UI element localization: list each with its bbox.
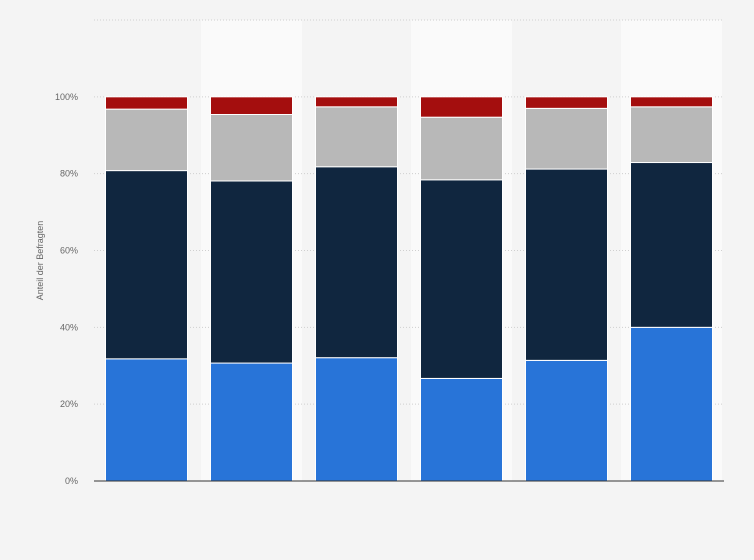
- bar-segment-series-1-col-4[interactable]: [420, 377, 503, 482]
- y-tick-label: 40%: [60, 322, 78, 332]
- bar-segment-series-1-col-3[interactable]: [315, 357, 398, 482]
- bar-segment-series-3-col-1[interactable]: [105, 108, 188, 172]
- bar-segment-series-2-col-4[interactable]: [420, 179, 503, 379]
- bar-segment-series-2-col-5[interactable]: [525, 168, 608, 361]
- y-tick-label: 100%: [55, 92, 78, 102]
- bar-segment-series-3-col-4[interactable]: [420, 116, 503, 181]
- bar-segment-series-1-col-5[interactable]: [525, 359, 608, 482]
- bar-segment-series-1-col-1[interactable]: [105, 358, 188, 482]
- y-tick-label: 0%: [65, 476, 78, 486]
- bar-segment-series-2-col-3[interactable]: [315, 166, 398, 359]
- y-tick-label: 60%: [60, 246, 78, 256]
- bar-segment-series-3-col-2[interactable]: [210, 114, 293, 182]
- bar-segment-series-1-col-2[interactable]: [210, 362, 293, 482]
- bar-segment-series-4-col-6[interactable]: [630, 96, 713, 108]
- bar-segment-series-4-col-3[interactable]: [315, 96, 398, 108]
- bar-segment-series-4-col-1[interactable]: [105, 96, 188, 110]
- bar-segment-series-2-col-6[interactable]: [630, 162, 713, 328]
- bar-segment-series-3-col-3[interactable]: [315, 106, 398, 168]
- gridlines: [94, 19, 724, 405]
- bar-segment-series-2-col-2[interactable]: [210, 180, 293, 364]
- y-tick-label: 80%: [60, 169, 78, 179]
- bar-segment-series-4-col-4[interactable]: [420, 96, 503, 118]
- y-axis-title: Anteil der Befragten: [35, 221, 45, 301]
- bar-segment-series-3-col-5[interactable]: [525, 107, 608, 170]
- bar-segment-series-4-col-5[interactable]: [525, 96, 608, 109]
- bar-segment-series-1-col-6[interactable]: [630, 326, 713, 482]
- bar-segment-series-4-col-2[interactable]: [210, 96, 293, 116]
- bars: [105, 96, 713, 482]
- y-tick-labels: 0% 20% 40% 60% 80% 100%: [55, 92, 78, 486]
- bar-segment-series-3-col-6[interactable]: [630, 106, 713, 164]
- y-tick-label: 20%: [60, 399, 78, 409]
- bar-segment-series-2-col-1[interactable]: [105, 170, 188, 360]
